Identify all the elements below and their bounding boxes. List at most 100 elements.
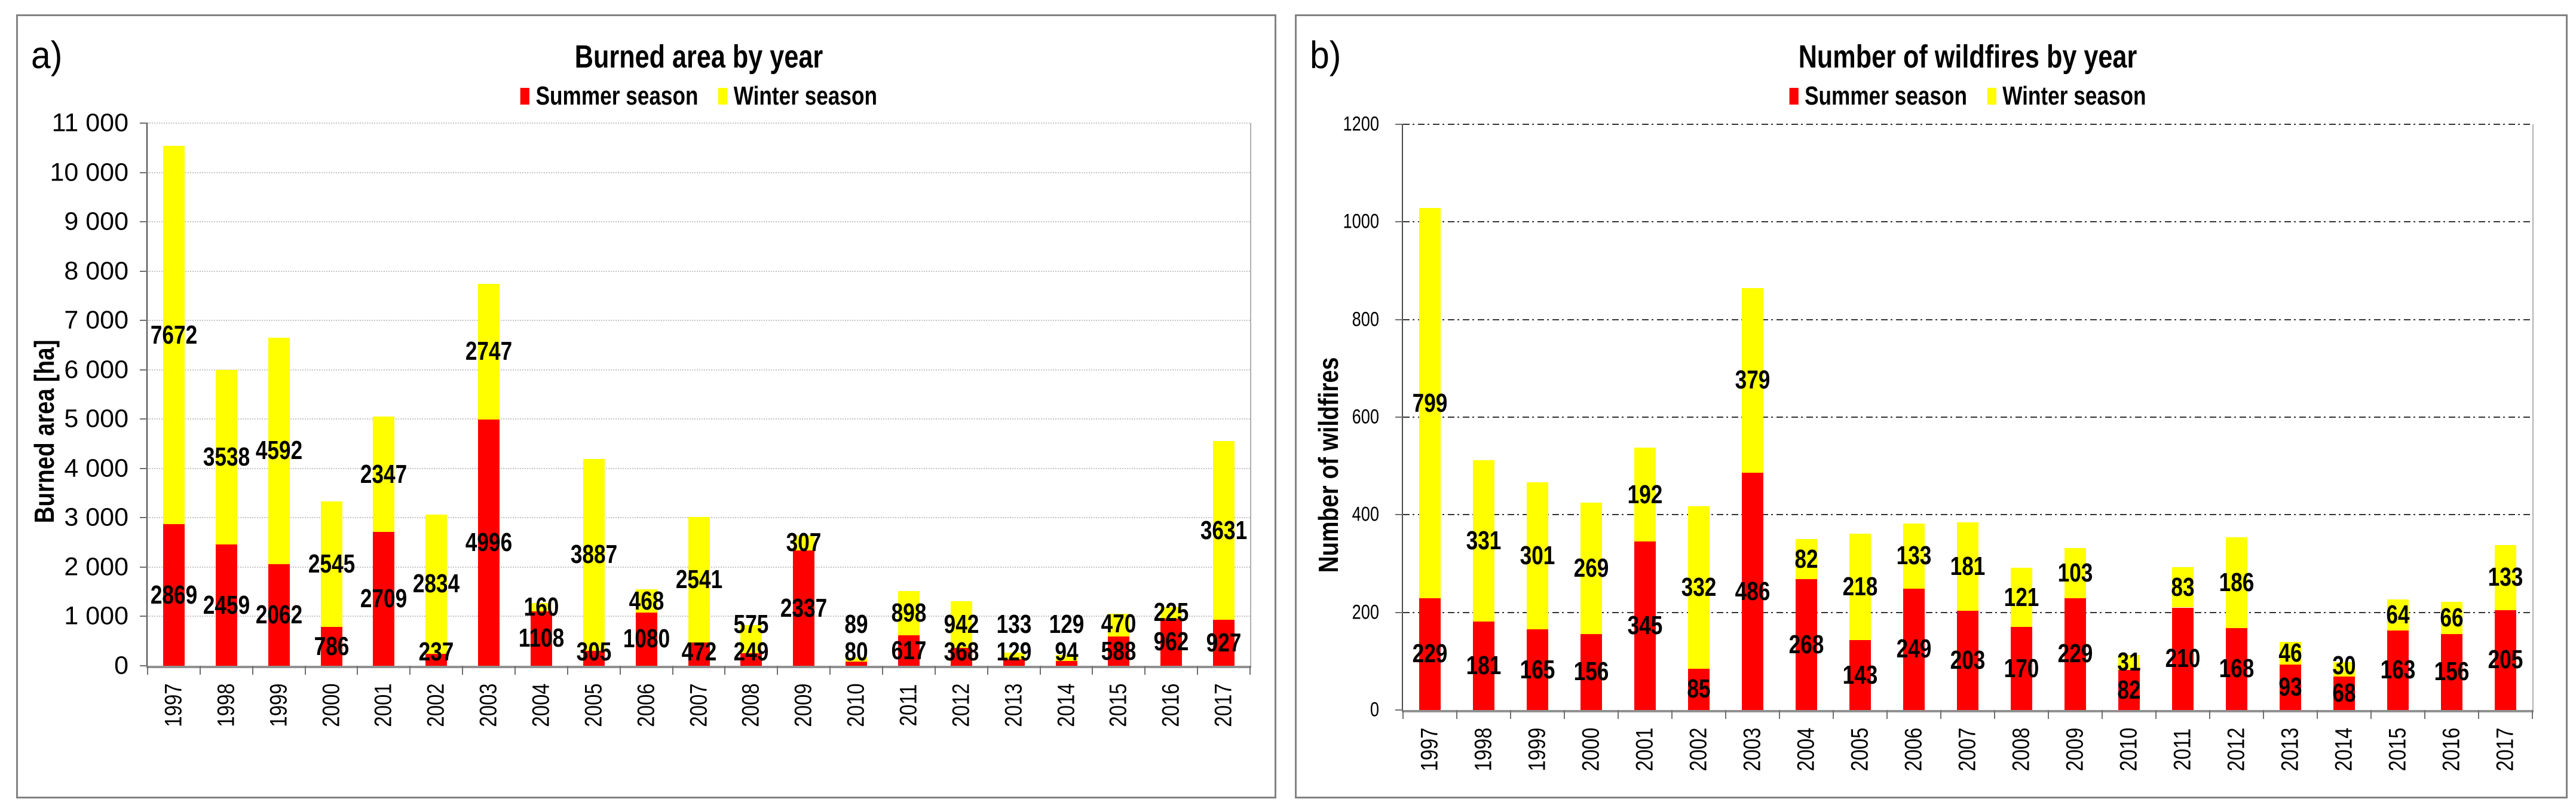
bar-segment-winter [1742,287,1763,473]
y-tick-label: 4 000 [64,454,128,483]
data-label-winter: 133 [2488,562,2523,592]
bar-segment-summer [1419,598,1441,710]
x-axis-tick [147,666,148,675]
y-axis-tick [1395,417,1403,418]
x-tick-label-year: 2014 [2330,727,2357,772]
plot-right-border [2532,124,2534,710]
y-axis-tick [140,123,148,124]
x-axis-tick [462,666,464,675]
data-label-summer: 486 [1735,576,1771,606]
y-axis-tick [1395,611,1403,613]
x-tick-label-year: 2015 [1105,683,1132,727]
bar-segment-summer [635,612,657,666]
chart-title: Number of wildfires by year [1798,39,2137,75]
bar-segment-winter [688,517,710,643]
bar-segment-winter [846,657,868,662]
data-label-winter: 898 [891,598,927,628]
x-tick-label-year: 2005 [580,683,607,727]
x-axis-tick [2048,710,2049,719]
x-tick-label-year: 1997 [160,683,187,727]
x-axis-tick [1886,710,1888,719]
bar-segment-summer [1213,620,1235,666]
x-tick-label-year: 2012 [2223,727,2250,772]
data-label-summer: 305 [576,637,612,666]
bar-segment-winter [373,416,395,532]
x-tick-label-year: 2010 [2115,727,2142,772]
bar-segment-winter [2441,601,2462,634]
x-tick-label-year: 2013 [2277,727,2304,772]
x-axis-tick [2478,710,2479,719]
x-tick-label-year: 2007 [685,683,712,727]
x-tick-label-year: 2013 [1000,683,1027,727]
data-label-winter: 3538 [203,442,250,472]
data-label-winter: 2747 [465,336,513,366]
bar-segment-summer [1527,629,1548,710]
y-tick-label: 5 000 [64,404,128,433]
x-axis-tick [1456,710,1457,719]
y-tick-label: 2 000 [64,552,128,582]
x-axis-tick [1197,666,1199,675]
x-axis-tick [1510,710,1511,719]
data-label-winter: 3631 [1200,515,1248,545]
data-label-summer: 237 [418,637,454,666]
x-tick-label-year: 2008 [2008,727,2035,772]
data-label-summer: 786 [314,631,349,661]
y-tick-label: 800 [1352,308,1379,331]
y-tick-label: 1000 [1343,210,1379,233]
bar-segment-summer [1580,634,1602,710]
x-axis-tick [1994,710,1995,719]
x-tick-label-year: 2017 [1210,683,1237,727]
x-tick-label-year: 2004 [528,683,555,727]
bar-segment-summer [2280,665,2301,710]
data-label-summer: 4996 [465,527,513,557]
y-axis-tick [140,172,148,173]
legend-item-summer: Summer season [1789,81,1967,111]
bar-segment-winter [2495,544,2516,610]
x-axis-tick [2370,710,2372,719]
data-label-winter: 3887 [570,540,617,570]
gridline [1403,221,2532,223]
x-tick-label-year: 2006 [633,683,660,727]
data-label-summer: 268 [1788,629,1824,659]
bar-segment-winter [1108,613,1130,637]
gridline [148,467,1250,469]
data-label-summer: 163 [2380,655,2416,685]
legend-label-summer: Summer season [1805,81,1968,111]
bar-segment-winter [583,458,605,651]
gridline [1403,514,2532,516]
x-tick-label-year: 1998 [1470,727,1497,772]
data-label-summer: 229 [2057,639,2093,669]
data-label-winter: 225 [1153,598,1189,628]
data-label-summer: 129 [996,637,1032,666]
data-label-summer: 249 [733,637,769,666]
x-axis-tick [514,666,516,675]
x-axis-tick [2155,710,2157,719]
x-axis-tick [1940,710,1941,719]
panel-label-b: b) [1310,33,1341,76]
data-label-winter: 269 [1573,553,1609,583]
bar-segment-summer [1957,611,1978,710]
x-axis-tick [1402,710,1404,719]
bar-segment-winter [2065,547,2086,598]
x-axis-tick [1779,710,1780,719]
x-axis-tick [2424,710,2425,719]
x-tick-label-year: 2006 [1900,727,1927,772]
data-label-winter: 2834 [413,569,460,599]
bar-segment-winter [2011,568,2032,628]
y-axis-tick [140,517,148,519]
x-axis-tick [934,666,936,675]
bar-segment-summer [1634,541,1656,710]
x-axis-tick [987,666,988,675]
bar-segment-winter [1419,208,1441,598]
bar-segment-summer [846,662,868,666]
data-label-winter: 160 [523,592,559,622]
data-label-winter: 89 [844,610,868,639]
x-axis-tick [1833,710,1834,719]
y-axis-tick [140,320,148,322]
y-axis-tick [140,467,148,469]
x-tick-label-year: 2017 [2492,727,2519,772]
bar-segment-summer [583,650,605,666]
data-label-summer: 617 [891,635,927,665]
bar-segment-summer [2011,627,2032,710]
bar-segment-winter [1580,502,1602,634]
